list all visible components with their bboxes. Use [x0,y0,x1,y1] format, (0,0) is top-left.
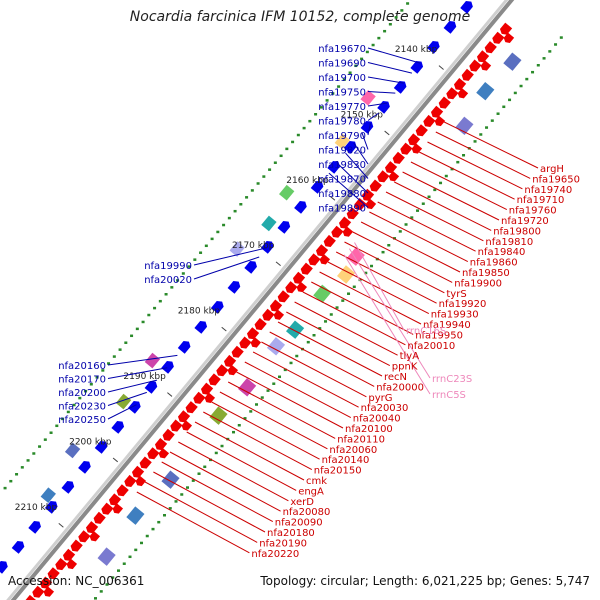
scale-tick-label: 2210 kbp [15,503,58,513]
gene-label[interactable]: tlyA [400,351,420,362]
scale-tick-label: 2160 kbp [286,176,329,186]
gene-label[interactable]: nfa19820 [318,146,366,157]
gene-label[interactable]: nfa19740 [524,185,572,196]
gene-label[interactable]: nfa20090 [275,518,323,529]
gene-label[interactable]: nfa19890 [318,204,366,215]
gene-label[interactable]: nfa20000 [376,382,424,393]
label-leaders [107,47,539,554]
feature-track [0,1,522,600]
gene-label[interactable]: nfa20140 [322,455,370,466]
gene-label[interactable]: nfa20230 [58,402,106,413]
gene-label[interactable]: nfa20110 [337,434,385,445]
gene-label[interactable]: nfa20030 [361,403,409,414]
gene-label[interactable]: nfa19720 [501,216,549,227]
gene-label[interactable]: nfa20010 [407,341,455,352]
gene-label[interactable]: nfa20220 [251,549,299,560]
scale-ticks: 2140 kbp 2150 kbp 2160 kbp 2170 kbp 2180 kbp… [15,45,444,528]
gene-label[interactable]: nfa19940 [423,320,471,331]
gene-label[interactable]: engA [298,486,324,497]
gene-label[interactable]: nfa19650 [532,174,580,185]
gene-label[interactable]: nfa20190 [259,538,307,549]
gene-label[interactable]: nfa19880 [318,189,366,200]
gene-label[interactable]: nfa19760 [509,206,557,217]
gene-label[interactable]: nfa20100 [345,424,393,435]
gene-label[interactable]: nfa20150 [314,466,362,477]
scale-tick-label: 2190 kbp [123,372,166,382]
gene-label[interactable]: nfa19800 [493,226,541,237]
gene-label[interactable]: nfa19830 [318,160,366,171]
scale-tick-label: 2170 kbp [232,241,275,251]
gene-label[interactable]: nfa20180 [267,528,315,539]
genome-info-label: Topology: circular; Length: 6,021,225 bp… [260,574,590,588]
gene-label[interactable]: pyrG [368,393,392,404]
gene-label[interactable]: nfa20040 [353,414,401,425]
gene-label[interactable]: recN [384,372,407,383]
rna-label[interactable]: rrnC16S [406,326,446,337]
gene-label[interactable]: nfa19810 [485,237,533,248]
gene-label[interactable]: nfa19780 [318,117,366,128]
gene-label[interactable]: nfa20250 [58,415,106,426]
gene-label[interactable]: nfa19870 [318,175,366,186]
rna-label[interactable]: rrnC23S [432,374,472,385]
gene-label[interactable]: nfa20080 [283,507,331,518]
gene-label[interactable]: tyrS [446,289,466,300]
gc-content-track [3,2,563,600]
gene-label[interactable]: nfa19950 [415,330,463,341]
gene-label[interactable]: xerD [290,497,314,508]
map-title: Nocardia farcinica IFM 10152, complete g… [129,9,471,25]
gene-label[interactable]: nfa19710 [517,195,565,206]
gene-label[interactable]: nfa20160 [58,361,106,372]
gene-label[interactable]: nfa19770 [318,102,366,113]
scale-tick-label: 2150 kbp [341,110,384,120]
gene-label[interactable]: nfa19700 [318,73,366,84]
gene-label[interactable]: nfa20020 [144,275,192,286]
gene-label[interactable]: nfa19850 [462,268,510,279]
gene-label[interactable]: cmk [306,476,327,487]
gene-label[interactable]: nfa19670 [318,44,366,55]
gene-label[interactable]: nfa19840 [478,247,526,258]
backbone [6,0,515,600]
gene-label[interactable]: nfa19990 [144,261,192,272]
gene-label[interactable]: ppnK [392,362,418,373]
scale-tick-label: 2200 kbp [69,437,112,447]
gene-label[interactable]: nfa20170 [58,375,106,386]
gene-label[interactable]: argH [540,164,564,175]
accession-label: Accession: NC_006361 [8,574,145,588]
gene-label[interactable]: nfa20200 [58,388,106,399]
gene-label[interactable]: nfa19930 [431,310,479,321]
gene-label[interactable]: nfa20060 [329,445,377,456]
gene-label[interactable]: nfa19790 [318,131,366,142]
scale-tick-label: 2180 kbp [178,307,221,317]
gene-labels: nfa19670 nfa19690 nfa19700 nfa19750 nfa19770… [58,44,580,560]
rna-label[interactable]: rrnC5S [432,390,466,401]
gene-label[interactable]: nfa19860 [470,258,518,269]
gene-label[interactable]: nfa19920 [439,299,487,310]
gene-label[interactable]: nfa19690 [318,59,366,70]
scale-tick-label: 2140 kbp [395,45,438,55]
gene-label[interactable]: nfa19750 [318,88,366,99]
gene-label[interactable]: nfa19900 [454,278,502,289]
